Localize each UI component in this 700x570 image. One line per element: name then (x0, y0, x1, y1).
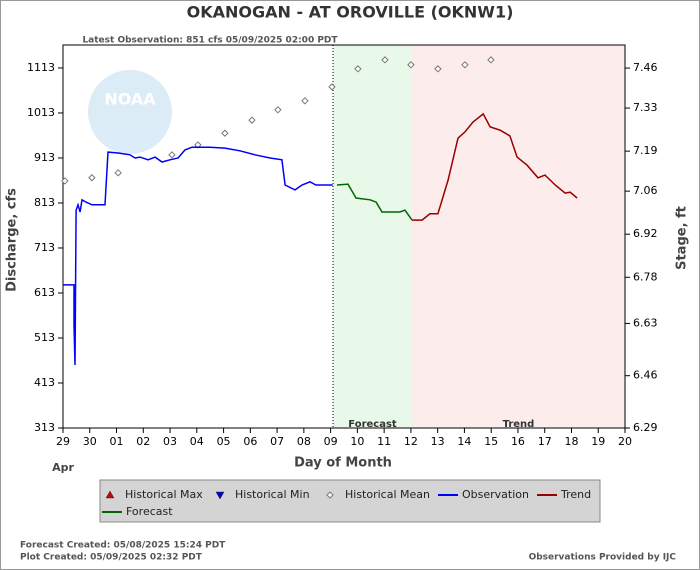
legend-label: Historical Min (235, 488, 310, 501)
y2-axis-label: Stage, ft (675, 206, 690, 270)
mean-point (114, 169, 122, 177)
region (411, 45, 625, 428)
x-tick-label: 11 (377, 435, 391, 448)
region (333, 45, 412, 428)
x-tick-label: 29 (56, 435, 70, 448)
y-tick-label: 413 (34, 376, 55, 389)
x-tick-label: 10 (350, 435, 364, 448)
x-tick-label: 17 (538, 435, 552, 448)
x-tick-label: 19 (591, 435, 605, 448)
x-tick-label: 08 (297, 435, 311, 448)
legend-label: Observation (462, 488, 529, 501)
mean-point (168, 151, 176, 159)
x-month-label: Apr (52, 461, 74, 474)
mean-point (407, 61, 415, 69)
y-tick-label: 713 (34, 241, 55, 254)
legend-label: Historical Max (125, 488, 203, 501)
x-axis-label: Day of Month (294, 456, 392, 471)
mean-point (221, 129, 229, 137)
legend-marker (326, 491, 334, 499)
y-tick-label: 913 (34, 151, 55, 164)
footer-credit: Observations Provided by IJC (529, 553, 677, 563)
legend-box (99, 479, 601, 523)
mean-point (61, 177, 69, 185)
series-line (412, 112, 578, 221)
legend-marker (215, 491, 225, 500)
mean-point (354, 65, 362, 73)
legend-label: Historical Mean (345, 488, 430, 501)
mean-point (274, 106, 282, 114)
x-tick-label: 07 (270, 435, 284, 448)
x-tick-label: 01 (110, 435, 124, 448)
y2-tick-label: 6.29 (633, 421, 658, 434)
mean-point (88, 174, 96, 182)
x-tick-label: 02 (136, 435, 150, 448)
plot-frame (62, 44, 626, 429)
y-axis-label: Discharge, cfs (5, 188, 20, 292)
x-tick-label: 18 (564, 435, 578, 448)
x-tick-label: 16 (511, 435, 525, 448)
logo-text: NOAA (104, 90, 156, 109)
footer-forecast-created: Forecast Created: 05/08/2025 15:24 PDT (20, 541, 226, 551)
y2-tick-label: 6.78 (633, 270, 658, 283)
series-line (63, 146, 333, 366)
y-tick-label: 813 (34, 196, 55, 209)
y2-tick-label: 6.46 (633, 369, 658, 382)
x-tick-label: 09 (324, 435, 338, 448)
chart-title: OKANOGAN - AT OROVILLE (OKNW1) (187, 3, 514, 22)
footer-plot-created: Plot Created: 05/09/2025 02:32 PDT (20, 553, 203, 563)
y2-tick-label: 7.19 (633, 144, 658, 157)
mean-point (301, 97, 309, 105)
series-line (336, 183, 413, 221)
noaa-logo: NOAA (88, 70, 172, 154)
y-tick-label: 313 (34, 421, 55, 434)
y2-tick-label: 7.06 (633, 184, 658, 197)
y-tick-label: 1013 (27, 106, 55, 119)
mean-point (248, 116, 256, 124)
x-tick-label: 15 (484, 435, 498, 448)
x-tick-label: 13 (431, 435, 445, 448)
chart-subtitle: Latest Observation: 851 cfs 05/09/2025 0… (82, 36, 338, 46)
x-tick-label: 14 (457, 435, 471, 448)
mean-point (461, 61, 469, 69)
legend-label: Forecast (126, 505, 173, 518)
y2-tick-label: 7.33 (633, 101, 658, 114)
y-tick-label: 513 (34, 331, 55, 344)
mean-point (487, 56, 495, 64)
x-tick-label: 06 (243, 435, 257, 448)
legend-label: Trend (560, 488, 591, 501)
x-tick-label: 04 (190, 435, 204, 448)
x-tick-label: 12 (404, 435, 418, 448)
legend-marker (105, 490, 115, 499)
x-tick-label: 03 (163, 435, 177, 448)
y-tick-label: 613 (34, 286, 55, 299)
y2-tick-label: 6.63 (633, 316, 658, 329)
x-tick-label: 30 (83, 435, 97, 448)
region-label: Trend (503, 419, 535, 430)
x-tick-label: 20 (618, 435, 632, 448)
y2-tick-label: 6.92 (633, 227, 658, 240)
mean-point (328, 83, 336, 91)
logo-circle (88, 70, 172, 154)
x-tick-label: 05 (217, 435, 231, 448)
y-tick-label: 1113 (27, 61, 55, 74)
region-label: Forecast (348, 419, 397, 430)
y2-tick-label: 7.46 (633, 61, 658, 74)
mean-point (381, 56, 389, 64)
mean-point (434, 65, 442, 73)
